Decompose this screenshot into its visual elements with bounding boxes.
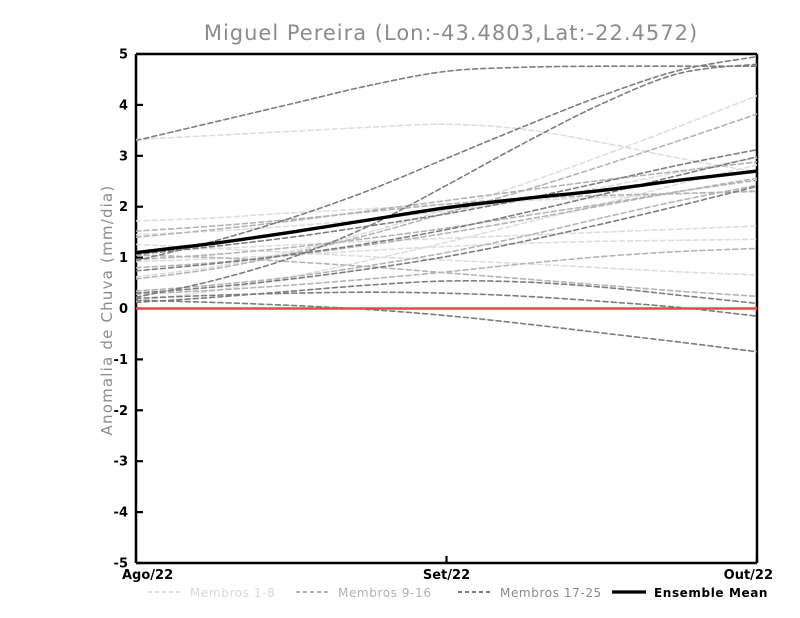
member-line-path xyxy=(136,94,757,278)
member-line-path xyxy=(136,225,757,253)
member-line-path xyxy=(136,55,757,262)
ensemble-mean-path xyxy=(136,169,757,255)
legend-label-ensemble-mean: Ensemble Mean xyxy=(654,586,768,600)
y-tick-label: 0 xyxy=(119,302,128,317)
x-tick-label: Set/22 xyxy=(423,568,470,583)
member-line-path xyxy=(136,254,757,298)
series-lines xyxy=(136,55,757,353)
chart-title: Miguel Pereira (Lon:-43.4803,Lat:-22.457… xyxy=(204,21,698,45)
member-line-path xyxy=(136,185,757,295)
member-line-path xyxy=(136,157,757,236)
member-line-path xyxy=(136,123,757,173)
legend-item-membros-1-8[interactable]: Membros 1-8 xyxy=(148,586,275,600)
x-tick-label: Ago/22 xyxy=(122,568,173,583)
member-line-path xyxy=(136,291,757,317)
legend-label-membros-17-25: Membros 17-25 xyxy=(500,586,602,600)
member-line-path xyxy=(136,238,757,263)
member-line-path xyxy=(136,164,757,302)
legend-label-membros-9-16: Membros 9-16 xyxy=(338,586,432,600)
member-line-path xyxy=(136,184,757,292)
member-line-path xyxy=(136,280,757,305)
y-tick-label: 2 xyxy=(119,200,128,215)
y-tick-label: 4 xyxy=(119,98,128,113)
member-line-path xyxy=(136,148,757,256)
y-tick-label: 5 xyxy=(119,48,128,63)
member-line-path xyxy=(136,177,757,269)
member-line-path xyxy=(136,63,757,299)
member-line-path xyxy=(136,113,757,280)
member-line-path xyxy=(136,161,757,239)
ensemble-mean-line xyxy=(136,169,757,255)
legend-item-ensemble-mean[interactable]: Ensemble Mean xyxy=(612,586,768,600)
y-tick-label: -2 xyxy=(114,404,128,419)
y-tick-label: -1 xyxy=(114,353,128,368)
y-tick-label: 1 xyxy=(119,251,128,266)
y-tick-label: -5 xyxy=(114,557,128,572)
member-line-path xyxy=(136,243,757,276)
legend-label-membros-1-8: Membros 1-8 xyxy=(190,586,275,600)
y-tick-label: 3 xyxy=(119,149,128,164)
member-line-path xyxy=(136,190,757,232)
x-tick-label: Out/22 xyxy=(724,568,773,583)
chart-legend: Membros 1-8 Membros 9-16 Membros 17-25 E… xyxy=(148,586,768,600)
legend-item-membros-17-25[interactable]: Membros 17-25 xyxy=(458,586,602,600)
member-line-path xyxy=(136,65,757,142)
legend-item-membros-9-16[interactable]: Membros 9-16 xyxy=(296,586,432,600)
y-tick-label: -4 xyxy=(114,506,128,521)
y-axis-label: Anomalia de Chuva (mm/dia) xyxy=(98,185,116,436)
member-line-path xyxy=(136,156,757,272)
x-axis-ticks: Ago/22 Set/22 Out/22 xyxy=(122,556,773,583)
member-line-path xyxy=(136,247,757,296)
y-tick-label: -3 xyxy=(114,455,128,470)
member-line-path xyxy=(136,299,757,353)
